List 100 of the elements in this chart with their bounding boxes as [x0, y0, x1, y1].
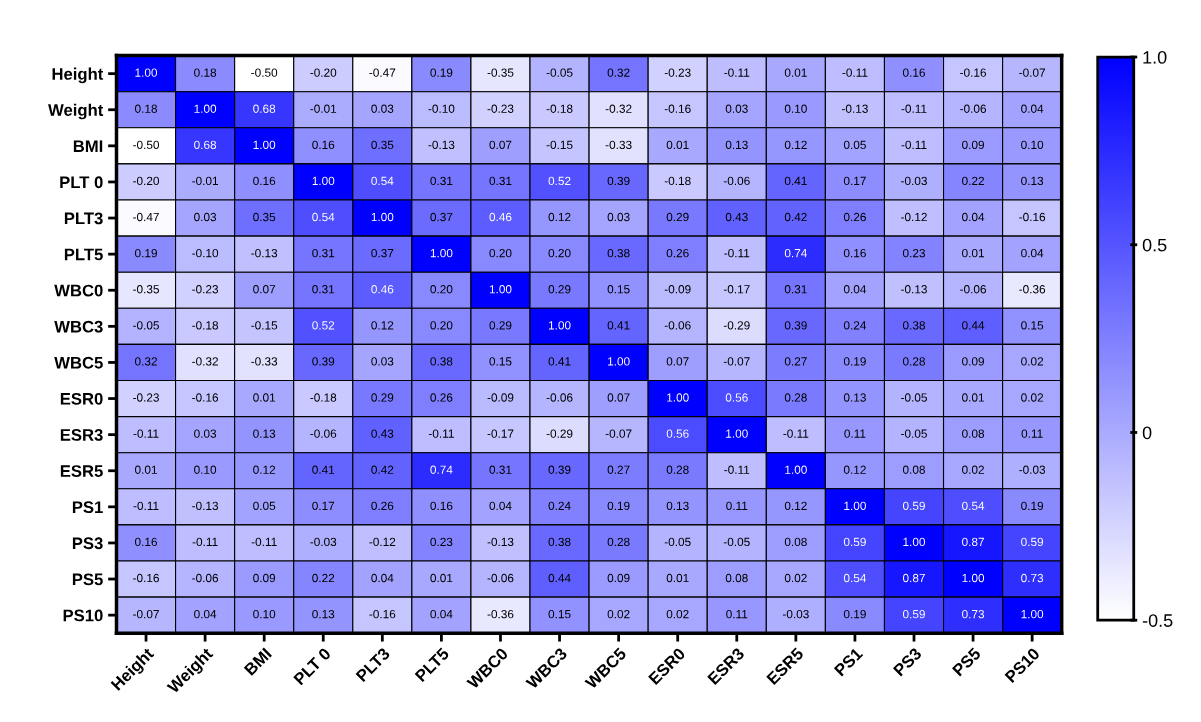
- data-label: 1.00: [489, 285, 512, 294]
- data-label: -0.29: [723, 321, 750, 330]
- data-label: -0.07: [133, 609, 159, 619]
- data-label: 1.00: [726, 429, 748, 438]
- data-label: 0.04: [194, 609, 217, 619]
- data-label: 0.07: [607, 393, 630, 402]
- y-tick-label: Height: [52, 67, 104, 84]
- y-tick-label: PS10: [63, 609, 103, 622]
- data-label: 0.13: [1021, 176, 1044, 186]
- color-bar-label: 1.0: [1143, 50, 1167, 64]
- data-label: 1.00: [253, 140, 276, 150]
- data-label: 0.20: [548, 248, 571, 258]
- data-label: 0.59: [1021, 537, 1044, 547]
- data-label: 0.12: [371, 321, 394, 330]
- data-label: -0.47: [133, 212, 159, 222]
- data-label: 0.87: [902, 573, 925, 583]
- data-label: 0.19: [430, 68, 453, 77]
- data-label: -0.23: [192, 285, 219, 294]
- data-label: -0.07: [723, 357, 750, 366]
- data-label: 0.26: [371, 501, 394, 511]
- data-label: -0.03: [901, 176, 927, 186]
- data-label: 0.44: [548, 573, 571, 583]
- data-label: 0.23: [430, 537, 453, 547]
- data-label: 0.12: [784, 501, 807, 511]
- y-tick-label: WBC3: [54, 320, 103, 333]
- data-label: 0.04: [843, 285, 867, 294]
- data-label: 0.01: [253, 393, 276, 402]
- y-tick-label: PLT5: [64, 248, 103, 261]
- data-label: -0.23: [133, 393, 159, 402]
- data-label: 0.03: [607, 212, 630, 222]
- data-label: 0.16: [312, 140, 335, 150]
- data-label: -0.20: [310, 68, 337, 77]
- data-label: -0.06: [546, 393, 573, 402]
- data-label: 0.41: [784, 176, 807, 186]
- data-label: 0.18: [194, 68, 217, 77]
- data-label: 0.73: [1021, 573, 1044, 583]
- data-label: 0.11: [1021, 429, 1043, 438]
- data-label: -0.32: [605, 104, 632, 113]
- data-label: 0.68: [194, 140, 217, 150]
- data-label: 0.20: [489, 248, 512, 258]
- data-label: 0.09: [962, 140, 984, 150]
- data-label: 0.13: [843, 393, 866, 402]
- data-label: 0.02: [1021, 393, 1044, 402]
- data-label: 0.04: [430, 609, 453, 619]
- data-label: 0.03: [371, 357, 394, 366]
- data-label: 0.38: [902, 321, 925, 330]
- data-label: 0.24: [843, 321, 867, 330]
- data-label: 0.38: [607, 248, 630, 258]
- data-label: 0.04: [489, 501, 512, 511]
- data-label: 0.26: [843, 212, 866, 222]
- data-label: -0.50: [133, 140, 160, 150]
- data-label: -0.06: [960, 285, 987, 294]
- data-label: 0.52: [312, 321, 335, 330]
- data-label: 0.41: [312, 465, 335, 474]
- data-label: 0.08: [725, 573, 748, 583]
- data-label: -0.03: [782, 609, 809, 619]
- data-label: -0.17: [487, 429, 514, 438]
- data-label: 0.12: [784, 140, 807, 150]
- data-label: 0.16: [902, 68, 925, 77]
- data-label: 0.02: [666, 609, 689, 619]
- data-label: 0.52: [548, 176, 571, 186]
- data-label: 0.43: [371, 429, 394, 438]
- data-label: -0.18: [664, 176, 691, 186]
- data-label: 0.02: [962, 465, 984, 474]
- data-label: -0.10: [428, 104, 455, 113]
- data-label: 0.24: [548, 501, 571, 511]
- data-label: 0.11: [844, 429, 866, 438]
- data-label: -0.16: [1019, 212, 1046, 222]
- data-label: -0.33: [251, 357, 278, 366]
- data-label: 0.37: [430, 212, 453, 222]
- data-label: 0.15: [1021, 321, 1044, 330]
- data-label: 0.13: [666, 501, 689, 511]
- data-label: 1.00: [548, 321, 571, 330]
- data-label: 0.11: [726, 501, 748, 511]
- data-label: 0.27: [784, 357, 807, 366]
- data-label: -0.05: [901, 393, 927, 402]
- data-label: -0.13: [428, 140, 455, 150]
- data-label: 0.74: [430, 465, 453, 474]
- data-label: 0.03: [371, 104, 394, 113]
- data-label: 0.54: [312, 212, 335, 222]
- data-label: -0.16: [369, 609, 396, 619]
- data-label: -0.18: [192, 321, 219, 330]
- data-label: -0.06: [487, 573, 514, 583]
- data-label: 0.13: [725, 140, 748, 150]
- data-label: -0.11: [133, 429, 159, 438]
- data-label: -0.06: [723, 176, 750, 186]
- data-label: 0.46: [489, 212, 512, 222]
- data-label: 0.43: [725, 212, 748, 222]
- data-label: -0.13: [251, 248, 278, 258]
- data-label: 0.28: [607, 537, 630, 547]
- data-label: 0.39: [312, 357, 335, 366]
- data-label: -0.12: [369, 537, 396, 547]
- data-label: 0.08: [784, 537, 807, 547]
- data-label: -0.13: [192, 501, 219, 511]
- data-label: 0.04: [371, 573, 394, 583]
- data-label: 0.01: [666, 573, 689, 583]
- data-label: -0.11: [901, 104, 927, 113]
- data-label: 0.13: [253, 429, 276, 438]
- data-label: 0.02: [784, 573, 807, 583]
- data-label: 0.31: [784, 285, 807, 294]
